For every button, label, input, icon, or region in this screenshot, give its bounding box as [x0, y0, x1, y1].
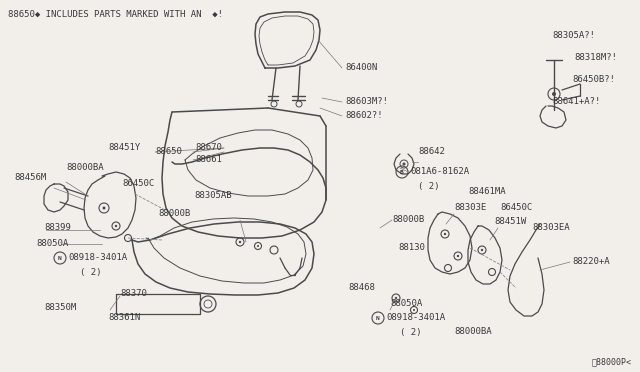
Text: 88451W: 88451W — [494, 218, 526, 227]
Text: N: N — [58, 256, 62, 260]
Text: B: B — [400, 170, 404, 174]
Text: 88456M: 88456M — [14, 173, 46, 183]
Text: 88451Y: 88451Y — [108, 144, 140, 153]
Circle shape — [403, 163, 406, 166]
Text: 88000B: 88000B — [392, 215, 424, 224]
Circle shape — [115, 225, 117, 227]
Text: 88370: 88370 — [120, 289, 147, 298]
Text: 081A6-8162A: 081A6-8162A — [410, 167, 469, 176]
Text: 88305A?!: 88305A?! — [552, 32, 595, 41]
Circle shape — [102, 206, 106, 209]
Text: 88642: 88642 — [418, 148, 445, 157]
Circle shape — [552, 92, 556, 96]
Text: 88000B: 88000B — [158, 209, 190, 218]
Text: 88130: 88130 — [398, 244, 425, 253]
Text: 88000BA: 88000BA — [454, 327, 492, 337]
Text: 88602?!: 88602?! — [345, 112, 383, 121]
Text: 88220+A: 88220+A — [572, 257, 610, 266]
Text: 88303EA: 88303EA — [532, 224, 570, 232]
Circle shape — [257, 245, 259, 247]
Circle shape — [395, 297, 397, 299]
Circle shape — [457, 255, 460, 257]
Text: 、88000P<: 、88000P< — [592, 357, 632, 366]
Text: 86400N: 86400N — [345, 64, 377, 73]
Text: 88468: 88468 — [348, 283, 375, 292]
Text: ( 2): ( 2) — [418, 182, 440, 190]
Text: 88650◆ INCLUDES PARTS MARKED WITH AN  ◆!: 88650◆ INCLUDES PARTS MARKED WITH AN ◆! — [8, 10, 223, 19]
Text: 86450B?!: 86450B?! — [572, 76, 615, 84]
Text: ( 2): ( 2) — [80, 267, 102, 276]
Text: 88661: 88661 — [195, 155, 222, 164]
Text: 88670: 88670 — [195, 144, 222, 153]
Text: 88650: 88650 — [155, 148, 182, 157]
Text: 88050A: 88050A — [390, 299, 422, 308]
Circle shape — [481, 249, 483, 251]
Text: 88399: 88399 — [44, 224, 71, 232]
Text: 88641+A?!: 88641+A?! — [552, 97, 600, 106]
Text: 88461MA: 88461MA — [468, 187, 506, 196]
Text: N: N — [376, 315, 380, 321]
Text: 86450C: 86450C — [500, 203, 532, 212]
Circle shape — [444, 233, 446, 235]
Text: 88318M?!: 88318M?! — [574, 54, 617, 62]
Text: 08918-3401A: 08918-3401A — [68, 253, 127, 263]
Text: 88305AB: 88305AB — [194, 192, 232, 201]
Circle shape — [239, 241, 241, 243]
Text: 86450C: 86450C — [122, 180, 154, 189]
Circle shape — [413, 309, 415, 311]
Text: 88303E: 88303E — [454, 203, 486, 212]
Text: 88350M: 88350M — [44, 304, 76, 312]
Text: 88361N: 88361N — [108, 314, 140, 323]
Text: 08918-3401A: 08918-3401A — [386, 314, 445, 323]
Text: 88603M?!: 88603M?! — [345, 97, 388, 106]
Text: 88000BA: 88000BA — [66, 164, 104, 173]
Text: ( 2): ( 2) — [400, 327, 422, 337]
Text: 88050A: 88050A — [36, 240, 68, 248]
